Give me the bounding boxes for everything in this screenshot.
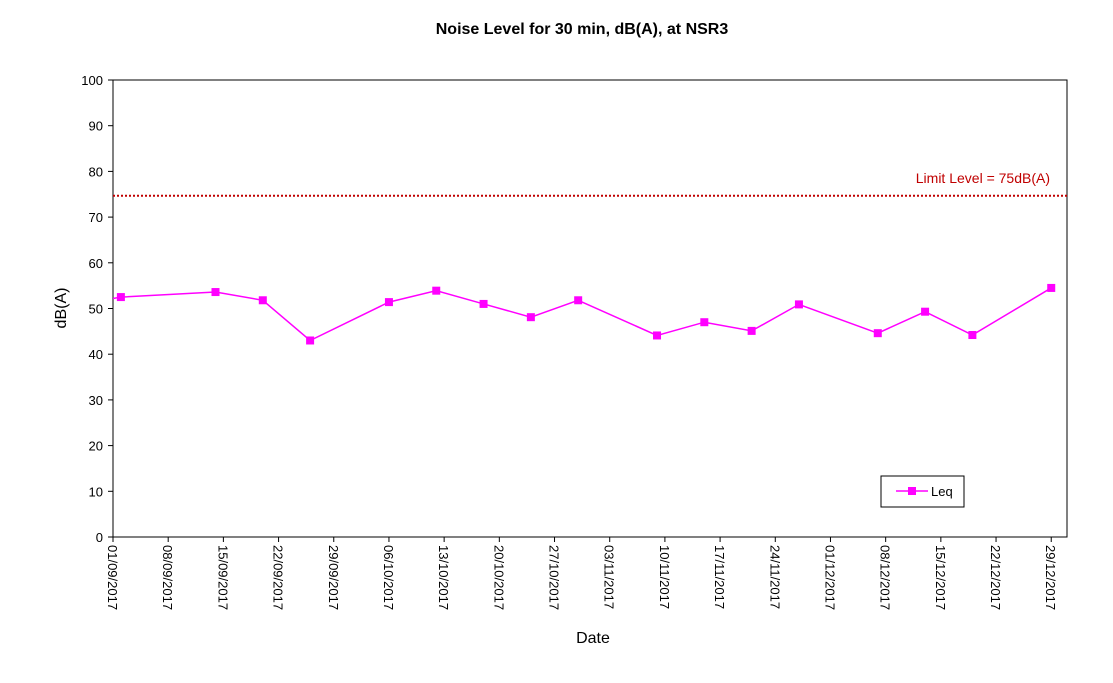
series-line-leq — [112, 287, 1052, 342]
x-tick-label: 27/10/2017 — [547, 545, 562, 610]
chart-title: Noise Level for 30 min, dB(A), at NSR3 — [436, 21, 729, 38]
data-point — [574, 296, 583, 305]
y-tick-label: 80 — [89, 164, 103, 179]
data-point — [700, 318, 709, 327]
x-tick-label: 08/12/2017 — [878, 545, 893, 610]
data-point — [747, 326, 756, 335]
data-point — [794, 300, 803, 309]
x-tick-label: 15/09/2017 — [215, 545, 230, 610]
y-tick-label: 50 — [89, 302, 103, 317]
data-point — [211, 288, 220, 297]
x-tick-label: 29/12/2017 — [1043, 545, 1058, 610]
x-tick-label: 24/11/2017 — [767, 545, 782, 609]
data-point — [258, 296, 267, 305]
data-point — [653, 331, 662, 340]
y-axis-label: dB(A) — [53, 288, 70, 329]
y-tick-label: 60 — [89, 256, 103, 271]
y-tick-label: 90 — [89, 119, 103, 134]
y-tick-label: 100 — [81, 73, 103, 88]
data-point — [526, 313, 535, 322]
x-tick-label: 29/09/2017 — [326, 545, 341, 610]
x-tick-label: 01/12/2017 — [822, 545, 837, 610]
x-tick-label: 13/10/2017 — [436, 545, 451, 610]
data-point — [873, 329, 882, 338]
x-tick-label: 15/12/2017 — [933, 545, 948, 610]
data-point — [384, 298, 393, 307]
x-tick-label: 08/09/2017 — [160, 545, 175, 610]
data-point — [921, 307, 930, 316]
y-tick-label: 30 — [89, 393, 103, 408]
legend: Leq — [880, 475, 965, 508]
data-point — [116, 293, 125, 302]
legend-marker — [908, 487, 916, 495]
x-tick-label: 20/10/2017 — [491, 545, 506, 610]
x-tick-label: 17/11/2017 — [712, 545, 727, 609]
y-tick-label: 40 — [89, 347, 103, 362]
y-tick-label: 70 — [89, 210, 103, 225]
series-leq — [112, 283, 1056, 345]
data-point — [479, 299, 488, 308]
y-axis: 0 10 20 30 40 50 60 70 80 90 100 — [81, 73, 113, 545]
x-axis-label: Date — [576, 630, 610, 647]
data-point — [432, 286, 441, 295]
x-tick-label: 22/09/2017 — [271, 545, 286, 610]
y-tick-label: 10 — [89, 484, 103, 499]
x-tick-label: 06/10/2017 — [381, 545, 396, 610]
y-tick-label: 20 — [89, 439, 103, 454]
data-point — [968, 331, 977, 340]
x-axis: 01/09/2017 08/09/2017 15/09/2017 22/09/2017… — [105, 537, 1058, 610]
x-tick-label: 01/09/2017 — [105, 545, 120, 610]
data-point — [1047, 283, 1056, 292]
data-point — [306, 336, 315, 345]
x-tick-label: 10/11/2017 — [657, 545, 672, 609]
x-tick-label: 22/12/2017 — [988, 545, 1003, 610]
legend-label-leq: Leq — [931, 484, 953, 499]
x-tick-label: 03/11/2017 — [602, 545, 617, 609]
limit-label: Limit Level = 75dB(A) — [916, 170, 1050, 186]
y-tick-label: 0 — [96, 530, 103, 545]
